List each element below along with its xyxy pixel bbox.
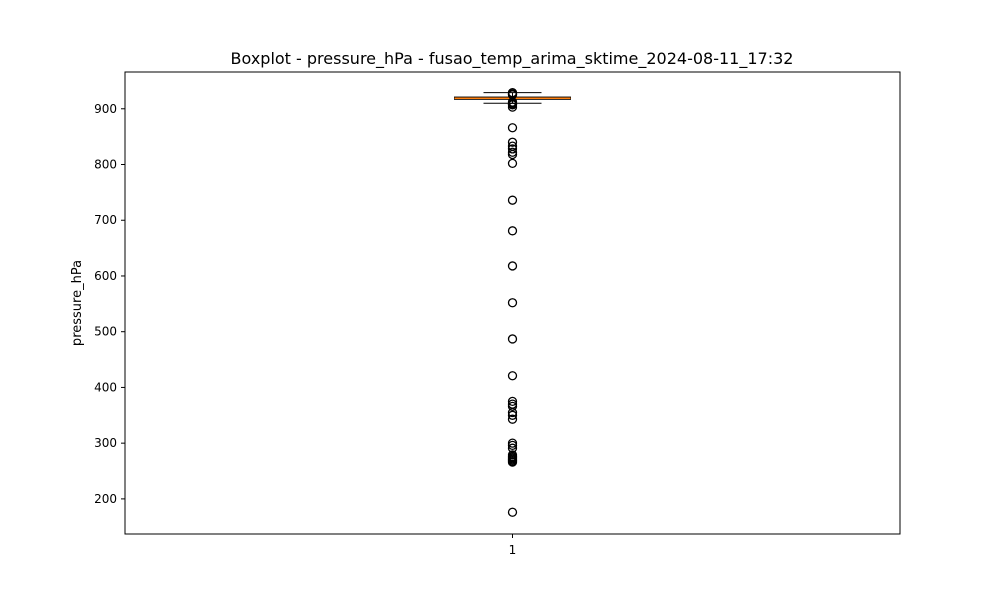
- outlier-point: [507, 144, 518, 154]
- outlier-point: [507, 102, 518, 112]
- y-tick-label: 400: [94, 380, 117, 394]
- y-tick-label: 700: [94, 213, 117, 227]
- outlier-point: [507, 226, 518, 236]
- y-tick-label: 200: [94, 492, 117, 506]
- outlier-point: [507, 507, 518, 517]
- outlier-point: [507, 410, 518, 420]
- outlier-point: [507, 123, 518, 133]
- outlier-point: [507, 440, 518, 451]
- outlier-point: [507, 401, 518, 412]
- y-tick-label: 800: [94, 158, 117, 172]
- outlier-point: [507, 407, 518, 418]
- x-tick-label: 1: [509, 543, 517, 557]
- outlier-point: [507, 334, 518, 344]
- outlier-point: [507, 298, 518, 308]
- outlier-point: [507, 414, 518, 424]
- outlier-point: [507, 261, 518, 271]
- outlier-point: [507, 195, 518, 205]
- outlier-point: [507, 137, 518, 147]
- outlier-point: [507, 457, 518, 467]
- y-tick-label: 600: [94, 269, 117, 283]
- y-tick-label: 300: [94, 436, 117, 450]
- y-tick-label: 900: [94, 102, 117, 116]
- outlier-point: [507, 149, 518, 160]
- y-tick-label: 500: [94, 325, 117, 339]
- chart-title: Boxplot - pressure_hPa - fusao_temp_arim…: [231, 49, 794, 69]
- outlier-point: [507, 396, 518, 407]
- plot-area: 200 300 400 500 600 700 800 900 1: [94, 71, 901, 557]
- y-axis-label: pressure_hPa: [70, 260, 85, 346]
- outlier-point: [507, 371, 518, 381]
- outlier-point: [507, 158, 518, 169]
